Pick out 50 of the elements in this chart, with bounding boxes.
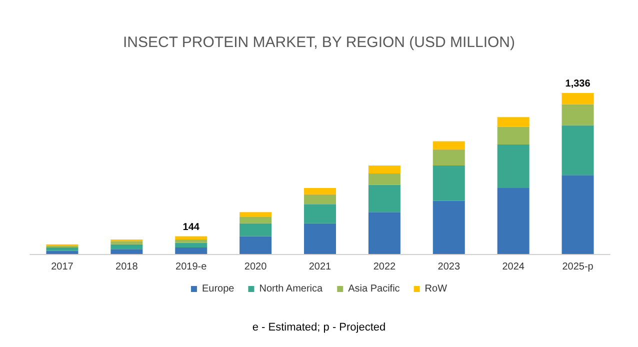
bar xyxy=(240,236,272,254)
bar xyxy=(304,194,336,204)
bar xyxy=(240,223,272,236)
bar xyxy=(562,125,594,176)
bar xyxy=(304,223,336,254)
bar xyxy=(304,188,336,194)
bar xyxy=(497,126,530,145)
chart-title: INSECT PROTEIN MARKET, BY REGION (USD MILLION) xyxy=(122,34,516,51)
bar xyxy=(110,241,143,244)
x-tick-label: 2019-e xyxy=(176,262,208,272)
bar xyxy=(46,248,78,251)
bar xyxy=(304,204,336,224)
bar xyxy=(368,212,400,254)
bar xyxy=(432,165,465,201)
x-tick-label: 2024 xyxy=(502,262,525,272)
x-tick-label: 2020 xyxy=(244,262,268,272)
bar xyxy=(432,200,465,254)
bar xyxy=(175,240,208,243)
bar xyxy=(432,149,465,166)
bar xyxy=(368,184,400,212)
bar xyxy=(562,104,594,126)
x-tick-label: 2022 xyxy=(373,262,396,272)
legend-label: Asia Pacific xyxy=(348,284,400,294)
bar xyxy=(497,144,530,188)
legend-label: North America xyxy=(259,284,324,294)
x-tick-label: 2025-p xyxy=(562,262,594,272)
bar xyxy=(368,174,400,185)
annotation: 1,336 xyxy=(565,78,591,90)
x-tick-label: 2021 xyxy=(308,262,332,272)
bar xyxy=(110,244,143,250)
bar xyxy=(368,165,400,174)
bar xyxy=(110,249,143,254)
bar xyxy=(562,93,594,104)
bar xyxy=(240,212,272,217)
bar xyxy=(175,242,208,248)
bar xyxy=(175,248,208,254)
text: e - Estimated; p - Projected xyxy=(252,322,386,334)
bar xyxy=(46,250,78,254)
bar xyxy=(562,175,594,254)
bar xyxy=(240,216,272,224)
bar xyxy=(432,141,465,150)
legend-label: RoW xyxy=(424,284,448,294)
x-tick-label: 2017 xyxy=(51,262,74,272)
x-tick-label: 2018 xyxy=(116,262,138,272)
bar xyxy=(497,117,530,127)
legend-label: Europe xyxy=(202,284,235,294)
x-tick-label: 2023 xyxy=(438,262,460,272)
bar xyxy=(175,236,208,240)
bar xyxy=(497,188,530,254)
annotation: 144 xyxy=(182,222,200,233)
